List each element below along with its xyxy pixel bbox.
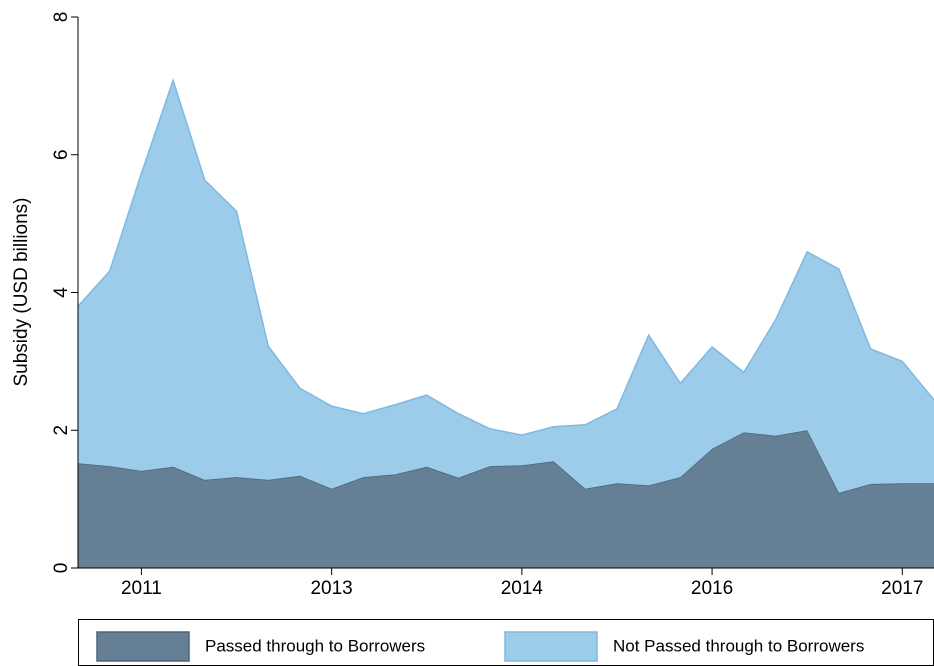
y-tick-label: 2 [51,425,72,436]
x-tick-label: 2016 [691,578,733,599]
y-tick-label: 6 [51,149,72,160]
area [78,80,934,493]
x-tick-label: 2017 [881,578,923,599]
area [78,430,934,568]
legend-swatch [504,631,598,662]
legend-label: Passed through to Borrowers [205,636,425,655]
x-tick-label: 2014 [501,578,544,599]
y-axis-label: Subsidy (USD billions) [11,197,32,386]
area-edge [77,77,934,436]
x-tick-label: 2013 [310,578,352,599]
legend-swatch [96,631,190,662]
y-tick-label: 0 [51,563,72,574]
legend-label: Not Passed through to Borrowers [613,636,864,655]
y-tick-label: 4 [51,287,72,298]
plot-area [77,77,934,568]
x-tick-label: 2011 [121,578,162,599]
y-tick-label: 8 [51,12,72,23]
